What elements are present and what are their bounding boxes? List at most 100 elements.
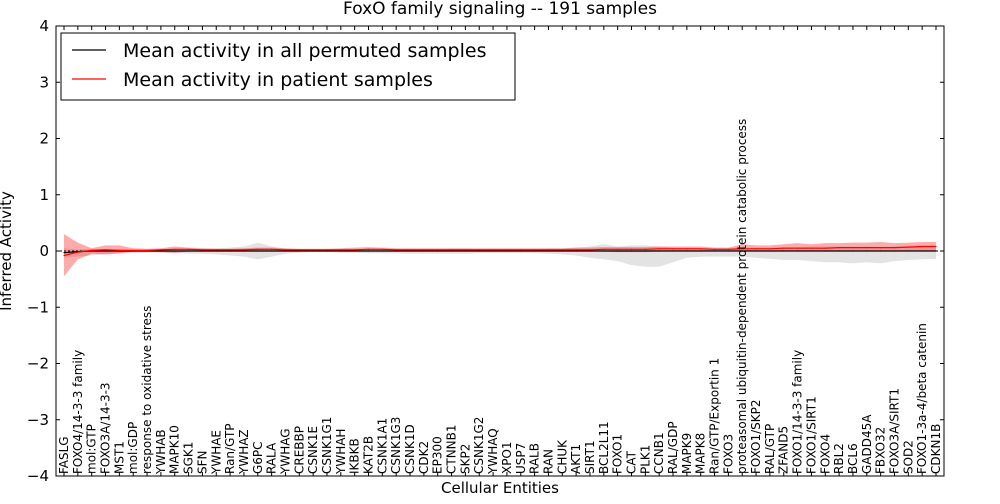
x-tick-label: FBXO32: [874, 427, 888, 474]
data-point-permuted: [838, 250, 840, 252]
data-point-patient: [464, 249, 466, 251]
y-tick-label: 3: [39, 73, 49, 91]
data-point-permuted: [478, 250, 480, 252]
x-tick-label: FOXO1-3a-4/beta catenin: [915, 323, 929, 474]
x-tick-label: RALA: [265, 442, 279, 474]
data-point-patient: [866, 247, 868, 249]
x-tick-label: mol:GTP: [85, 424, 99, 474]
data-point-patient: [284, 249, 287, 251]
x-tick-label: KAT2B: [362, 436, 376, 474]
x-tick-label: IKBKB: [348, 438, 362, 474]
x-tick-label: BCL2L11: [597, 421, 611, 474]
data-point-permuted: [935, 250, 937, 252]
data-point-permuted: [298, 250, 300, 252]
data-point-permuted: [174, 250, 176, 252]
data-point-patient: [160, 249, 162, 251]
data-point-patient: [354, 249, 356, 251]
x-tick-label: CSNK1G3: [389, 417, 403, 474]
legend-label-permuted: Mean activity in all permuted samples: [123, 40, 486, 62]
data-point-patient: [63, 254, 65, 257]
x-tick-label: Ran/GTP/Exportin 1: [708, 358, 722, 474]
data-point-patient: [700, 248, 702, 250]
data-point-patient: [188, 248, 190, 250]
x-tick-label: SGK1: [182, 442, 196, 474]
x-tick-label: FOXO4: [818, 434, 832, 474]
x-axis-title: Cellular Entities: [441, 479, 559, 497]
data-point-patient: [617, 248, 619, 250]
x-tick-label: RAL/GTP: [763, 424, 777, 474]
data-point-patient: [77, 251, 79, 253]
data-point-permuted: [326, 250, 328, 252]
legend-box: [60, 32, 516, 101]
x-tick-label: CSNK1G1: [320, 417, 334, 474]
x-tick-label: FOXO3A/14-3-3: [99, 382, 113, 474]
data-point-permuted: [271, 250, 273, 252]
data-point-permuted: [700, 250, 702, 252]
data-point-patient: [935, 245, 937, 248]
data-point-permuted: [312, 250, 314, 252]
data-point-patient: [880, 247, 882, 249]
x-tick-label: RALB: [528, 443, 542, 474]
x-tick-label: MAPK8: [694, 433, 708, 474]
data-point-patient: [630, 248, 633, 250]
x-tick-label: FASLG: [57, 436, 71, 474]
data-point-permuted: [672, 250, 674, 252]
data-point-patient: [437, 249, 439, 251]
y-axis: 4 3 2 1 0 −1 −2 −3 −4: [27, 17, 944, 485]
data-point-permuted: [492, 250, 494, 252]
data-point-permuted: [783, 250, 785, 252]
data-point-patient: [423, 249, 425, 251]
y-tick-label: 4: [39, 17, 49, 35]
x-tick-label: Ran/GTP: [223, 423, 237, 474]
x-tick-label: BCL6: [846, 443, 860, 474]
confidence-bands: [64, 234, 936, 277]
data-point-permuted: [437, 250, 439, 252]
data-point-patient: [741, 248, 743, 250]
y-tick-label: −1: [27, 298, 49, 316]
x-tick-label: MAPK10: [168, 425, 182, 474]
data-point-patient: [146, 249, 148, 251]
data-point-permuted: [423, 250, 425, 252]
data-point-permuted: [340, 250, 342, 252]
data-point-permuted: [741, 250, 743, 252]
data-point-patient: [243, 249, 245, 251]
x-tick-label: RBL2: [832, 443, 846, 474]
data-point-permuted: [755, 250, 757, 252]
data-point-patient: [451, 249, 453, 251]
data-point-patient: [534, 249, 536, 251]
data-point-patient: [713, 248, 716, 250]
x-tick-label: mol:GDP: [126, 422, 140, 474]
x-tick-label: FOXO1/SKP2: [749, 399, 763, 474]
data-point-patient: [852, 247, 854, 249]
x-tick-labels: FASLG FOXO4/14-3-3 family mol:GTP FOXO3A/14…: [57, 119, 943, 475]
data-point-patient: [575, 249, 577, 251]
x-tick-label: YWHAG: [279, 428, 293, 475]
data-point-patient: [893, 247, 896, 249]
data-point-permuted: [63, 252, 65, 254]
data-point-patient: [326, 249, 328, 251]
data-point-patient: [271, 248, 273, 250]
series-line-patient: [63, 245, 936, 257]
x-tick-label: FOXO1/SIRT1: [804, 396, 818, 474]
data-point-permuted: [547, 250, 550, 252]
x-tick-label: SIRT1: [583, 440, 597, 474]
x-tick-label: FOXO3: [721, 434, 735, 474]
data-point-permuted: [561, 250, 563, 252]
x-tick-label: ZFAND5: [777, 426, 791, 474]
data-point-patient: [118, 249, 120, 251]
data-point-patient: [921, 245, 923, 248]
data-point-patient: [810, 247, 813, 249]
x-tick-label: FOXO1: [611, 434, 625, 474]
data-point-permuted: [284, 250, 287, 252]
y-tick-label: −3: [27, 411, 49, 429]
data-point-patient: [395, 249, 397, 251]
data-point-permuted: [575, 250, 577, 252]
y-tick-label: 0: [39, 242, 49, 260]
x-tick-label: CSNK1D: [403, 424, 417, 474]
data-point-permuted: [520, 250, 522, 252]
data-point-patient: [132, 249, 134, 251]
data-point-patient: [201, 249, 203, 251]
x-tick-label: CHUK: [555, 439, 569, 474]
data-point-permuted: [367, 250, 370, 252]
